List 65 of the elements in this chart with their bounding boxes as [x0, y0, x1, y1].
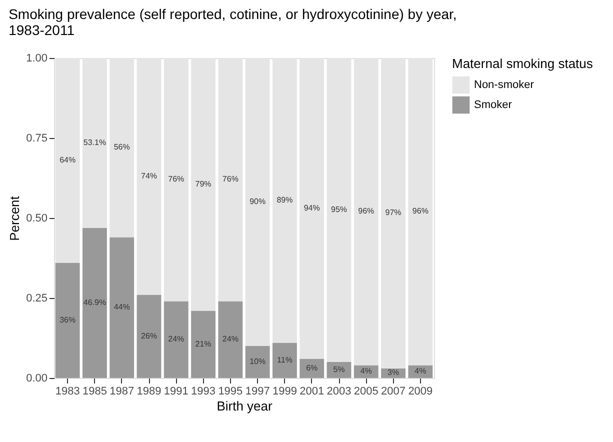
data-label: 79%	[195, 179, 212, 188]
data-label: 4%	[360, 366, 372, 376]
legend-label: Non-smoker	[474, 79, 534, 91]
legend-label: Smoker	[474, 99, 512, 111]
data-label: 53.1%	[83, 138, 106, 147]
bar	[408, 365, 433, 378]
bar	[164, 301, 188, 378]
bar	[191, 310, 216, 378]
x-tick-label: 1989	[136, 386, 162, 398]
data-label: 44%	[114, 302, 130, 312]
data-label: 11%	[277, 355, 292, 364]
x-tick-label: 1997	[245, 386, 270, 398]
y-tick-label: 0.75	[26, 132, 48, 144]
data-label: 74%	[140, 171, 158, 180]
data-label: 10%	[250, 357, 266, 366]
x-tick-label: 1991	[164, 386, 188, 398]
x-tick-label: 2007	[381, 386, 406, 398]
x-tick-label: 1999	[272, 386, 297, 398]
x-tick-label: 2005	[354, 386, 378, 398]
data-label: 26%	[140, 331, 158, 340]
x-tick-label: 2003	[326, 386, 352, 398]
x-tick-label: 2001	[300, 386, 324, 398]
bar	[218, 301, 243, 378]
x-tick-label: 1993	[191, 386, 216, 398]
data-label: 24%	[222, 334, 238, 344]
bar	[272, 342, 297, 378]
legend-title: Maternal smoking status	[452, 56, 594, 71]
bar	[110, 237, 134, 378]
data-label: 76%	[222, 174, 238, 184]
data-label: 46.9%	[83, 298, 106, 307]
data-label: 3%	[388, 368, 400, 378]
data-label: 5%	[333, 365, 345, 374]
x-tick-label: 2009	[408, 386, 433, 398]
x-axis-title: Birth year	[216, 398, 273, 414]
data-label: 6%	[306, 363, 318, 372]
bar	[245, 346, 270, 378]
data-label: 36%	[60, 315, 76, 324]
bar	[136, 294, 162, 378]
y-axis-title: Percent	[7, 196, 22, 241]
data-label: 95%	[330, 205, 348, 214]
x-tick-label: 1995	[218, 386, 243, 398]
bar	[300, 358, 324, 378]
bar	[354, 365, 378, 378]
data-label: 76%	[168, 174, 184, 184]
y-tick-label: 0.00	[26, 372, 48, 384]
data-label: 24%	[168, 334, 184, 344]
data-label: 64%	[60, 155, 76, 164]
data-label: 97%	[385, 208, 402, 218]
chart-title: Smoking prevalence (self reported, cotinine, or hydroxycotinine) by year, 1983-2011	[8, 6, 457, 38]
y-tick-label: 1.00	[26, 52, 48, 64]
bar	[82, 228, 107, 378]
x-tick-label: 1987	[110, 386, 134, 398]
x-tick-label: 1985	[82, 386, 107, 398]
bar	[55, 262, 80, 378]
data-label: 4%	[414, 366, 426, 376]
data-label: 94%	[304, 203, 320, 212]
data-label: 21%	[195, 339, 212, 348]
y-tick-label: 0.50	[26, 212, 48, 224]
data-label: 90%	[250, 197, 266, 206]
data-label: 96%	[412, 206, 428, 216]
data-label: 96%	[358, 206, 374, 216]
data-label: 89%	[276, 195, 293, 204]
y-tick-label: 0.25	[26, 292, 48, 304]
data-label: 56%	[114, 142, 130, 152]
x-tick-label: 1983	[55, 386, 80, 398]
